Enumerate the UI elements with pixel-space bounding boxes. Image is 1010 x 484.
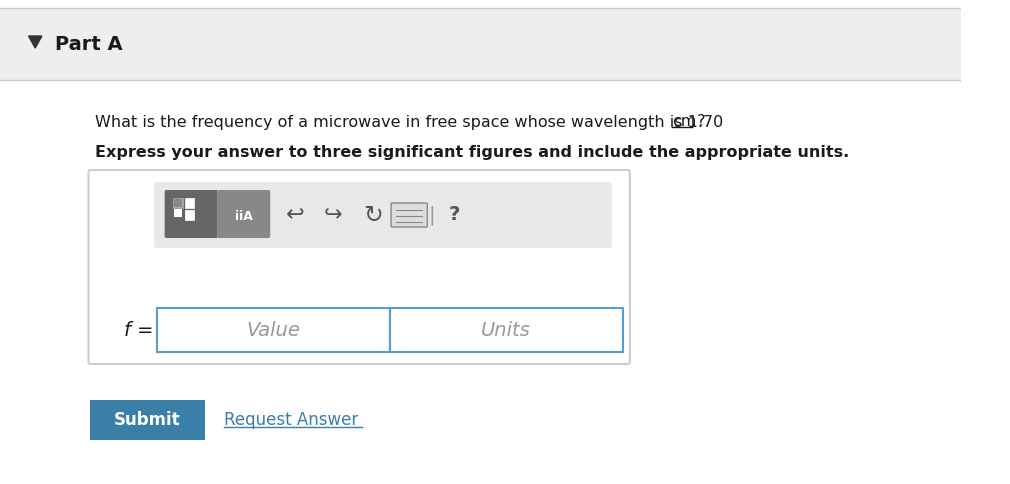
Text: What is the frequency of a microwave in free space whose wavelength is 1.70: What is the frequency of a microwave in … [95, 115, 733, 130]
Text: ↻: ↻ [364, 203, 383, 227]
FancyBboxPatch shape [391, 203, 427, 227]
Text: Value: Value [246, 320, 300, 339]
FancyBboxPatch shape [174, 209, 182, 217]
Text: Units: Units [482, 320, 531, 339]
Text: |: | [428, 205, 435, 225]
Polygon shape [28, 36, 41, 48]
FancyBboxPatch shape [89, 170, 630, 364]
Text: ?: ? [449, 206, 461, 225]
FancyBboxPatch shape [185, 198, 194, 208]
Text: ↪: ↪ [324, 205, 342, 225]
FancyBboxPatch shape [390, 308, 623, 352]
Text: Request Answer: Request Answer [223, 411, 358, 429]
FancyBboxPatch shape [90, 400, 205, 440]
FancyBboxPatch shape [174, 199, 182, 207]
FancyBboxPatch shape [165, 190, 218, 238]
Text: ↩: ↩ [286, 205, 304, 225]
Text: ?: ? [692, 115, 705, 130]
FancyBboxPatch shape [0, 8, 961, 80]
FancyBboxPatch shape [155, 182, 612, 248]
FancyBboxPatch shape [157, 308, 390, 352]
FancyBboxPatch shape [173, 198, 183, 208]
Text: cm: cm [672, 115, 696, 130]
FancyBboxPatch shape [185, 210, 194, 220]
Text: Submit: Submit [114, 411, 181, 429]
Text: Part A: Part A [56, 34, 123, 54]
Text: iiA: iiA [234, 210, 252, 223]
FancyBboxPatch shape [217, 190, 271, 238]
Text: Express your answer to three significant figures and include the appropriate uni: Express your answer to three significant… [95, 146, 849, 161]
FancyBboxPatch shape [0, 0, 961, 484]
Text: f =: f = [123, 320, 154, 339]
